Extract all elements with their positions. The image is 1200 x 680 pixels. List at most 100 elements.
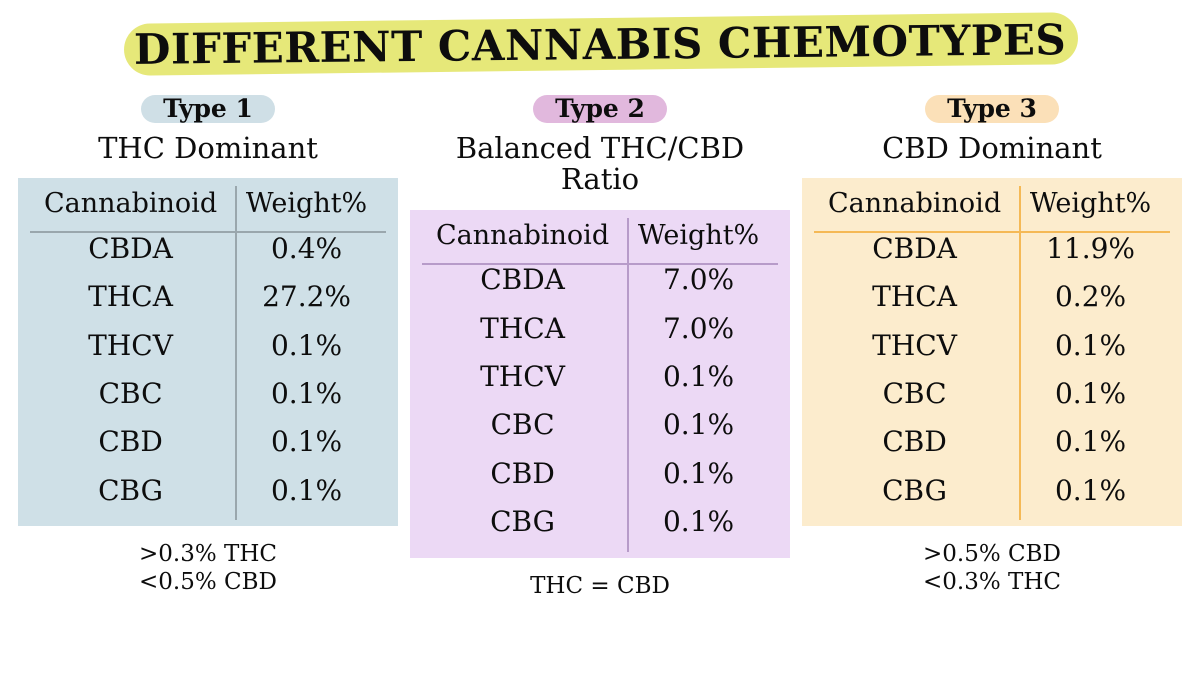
cell-weight: 11.9% [1046, 231, 1136, 265]
header-rule-3 [814, 231, 1170, 234]
column-rule-1 [234, 186, 237, 521]
cell-weight: 0.2% [1054, 280, 1127, 314]
cell-cannabinoid: CBC [490, 408, 555, 442]
cell-cannabinoid: CBG [490, 504, 555, 538]
cell-weight: 0.1% [270, 376, 343, 410]
type-badge-label-3: Type 3 [947, 94, 1037, 123]
title-text: DIFFERENT CANNABIS CHEMOTYPES [133, 14, 1067, 74]
footnote-line: <0.5% CBD [139, 569, 277, 596]
cell-weight: 0.1% [1054, 376, 1127, 410]
cell-cannabinoid: THCV [872, 328, 957, 362]
cell-cannabinoid: THCV [480, 359, 565, 393]
footnote-line: THC = CBD [530, 572, 670, 599]
cell-weight: 0.1% [270, 328, 343, 362]
cannabinoid-table-2: Cannabinoid Weight% CBDA 7.0% THCA 7.0% … [424, 220, 776, 546]
cell-cannabinoid: CBC [882, 376, 947, 410]
cell-weight: 0.4% [270, 231, 343, 265]
table-row: CBDA 7.0% [424, 256, 776, 304]
type-badge-label-2: Type 2 [555, 94, 645, 123]
type-badge-highlight-3 [925, 95, 1059, 123]
cell-cannabinoid: CBC [98, 376, 163, 410]
type-badge-highlight-1 [141, 95, 275, 123]
table-row: CBC 0.1% [816, 369, 1168, 417]
table-header-row: Cannabinoid Weight% [424, 220, 776, 256]
cell-cannabinoid: CBG [882, 473, 947, 507]
type-badge-3: Type 3 [925, 92, 1059, 127]
column-header-cannabinoid: Cannabinoid [435, 219, 610, 251]
column-header-cannabinoid: Cannabinoid [827, 188, 1002, 220]
cell-weight: 7.0% [662, 263, 735, 297]
cell-weight: 0.1% [1054, 328, 1127, 362]
table-row: CBD 0.1% [32, 418, 384, 466]
cell-cannabinoid: CBDA [480, 263, 565, 297]
cell-weight: 27.2% [262, 280, 352, 314]
table-row: THCV 0.1% [816, 321, 1168, 369]
cell-cannabinoid: THCA [480, 311, 565, 345]
cell-weight: 0.1% [1054, 425, 1127, 459]
column-header-weight: Weight% [245, 188, 368, 220]
page-title: DIFFERENT CANNABIS CHEMOTYPES [0, 8, 1200, 80]
column-header-weight: Weight% [1029, 188, 1152, 220]
header-rule-2 [422, 262, 778, 265]
chemotype-footnote-2: THC = CBD [530, 572, 670, 600]
cell-weight: 0.1% [1054, 473, 1127, 507]
type-badge-1: Type 1 [141, 92, 275, 127]
table-row: THCA 7.0% [424, 304, 776, 352]
column-rule-2 [626, 217, 629, 552]
footnote-line: >0.3% THC [138, 541, 277, 568]
cell-weight: 0.1% [270, 425, 343, 459]
cell-cannabinoid: THCA [872, 280, 957, 314]
type-badge-highlight-2 [533, 95, 667, 123]
chemotype-subtitle-2: Balanced THC/CBD Ratio [455, 131, 745, 197]
table-row: CBDA 11.9% [816, 224, 1168, 272]
cell-weight: 0.1% [662, 456, 735, 490]
chemotype-table-panel-1: Cannabinoid Weight% CBDA 0.4% THCA 27.2%… [18, 178, 398, 527]
cell-cannabinoid: THCV [88, 328, 173, 362]
table-row: CBD 0.1% [816, 418, 1168, 466]
cell-cannabinoid: CBD [490, 456, 555, 490]
cell-cannabinoid: CBDA [88, 231, 173, 265]
type-badge-2: Type 2 [533, 92, 667, 127]
table-row: CBG 0.1% [424, 497, 776, 545]
cell-weight: 7.0% [662, 311, 735, 345]
chemotype-columns: Type 1 THC Dominant Cannabinoid Weight% … [0, 88, 1200, 680]
table-row: THCV 0.1% [32, 321, 384, 369]
cell-cannabinoid: THCA [88, 280, 173, 314]
table-row: THCA 27.2% [32, 273, 384, 321]
cannabinoid-table-3: Cannabinoid Weight% CBDA 11.9% THCA 0.2%… [816, 188, 1168, 514]
table-header-row: Cannabinoid Weight% [816, 188, 1168, 224]
table-row: CBDA 0.4% [32, 224, 384, 272]
chemotype-subtitle-1: THC Dominant [98, 131, 318, 165]
cell-weight: 0.1% [270, 473, 343, 507]
column-header-weight: Weight% [637, 219, 760, 251]
cell-cannabinoid: CBDA [872, 231, 957, 265]
chemotype-footnote-3: >0.5% CBD <0.3% THC [923, 540, 1061, 596]
table-header-row: Cannabinoid Weight% [32, 188, 384, 224]
chemotype-footnote-1: >0.3% THC <0.5% CBD [139, 540, 277, 596]
chemotype-table-panel-2: Cannabinoid Weight% CBDA 7.0% THCA 7.0% … [410, 209, 790, 558]
footnote-line: >0.5% CBD [923, 541, 1061, 568]
cell-weight: 0.1% [662, 504, 735, 538]
table-row: THCV 0.1% [424, 352, 776, 400]
chemotype-column-type-3: Type 3 CBD Dominant Cannabinoid Weight% … [802, 88, 1182, 680]
column-header-cannabinoid: Cannabinoid [43, 188, 218, 220]
type-badge-label-1: Type 1 [163, 94, 253, 123]
chemotype-subtitle-3: CBD Dominant [882, 131, 1102, 165]
cell-cannabinoid: CBD [98, 425, 163, 459]
table-row: CBD 0.1% [424, 449, 776, 497]
chemotype-column-type-1: Type 1 THC Dominant Cannabinoid Weight% … [18, 88, 398, 680]
footnote-line: <0.3% THC [922, 569, 1061, 596]
chemotype-table-panel-3: Cannabinoid Weight% CBDA 11.9% THCA 0.2%… [802, 178, 1182, 527]
column-rule-3 [1018, 186, 1021, 521]
table-row: CBC 0.1% [424, 401, 776, 449]
cell-weight: 0.1% [662, 359, 735, 393]
table-row: CBG 0.1% [32, 466, 384, 514]
cell-cannabinoid: CBG [98, 473, 163, 507]
chemotype-column-type-2: Type 2 Balanced THC/CBD Ratio Cannabinoi… [410, 88, 790, 680]
cannabinoid-table-1: Cannabinoid Weight% CBDA 0.4% THCA 27.2%… [32, 188, 384, 514]
table-row: THCA 0.2% [816, 273, 1168, 321]
header-rule-1 [30, 231, 386, 234]
cell-cannabinoid: CBD [882, 425, 947, 459]
cell-weight: 0.1% [662, 408, 735, 442]
table-row: CBG 0.1% [816, 466, 1168, 514]
